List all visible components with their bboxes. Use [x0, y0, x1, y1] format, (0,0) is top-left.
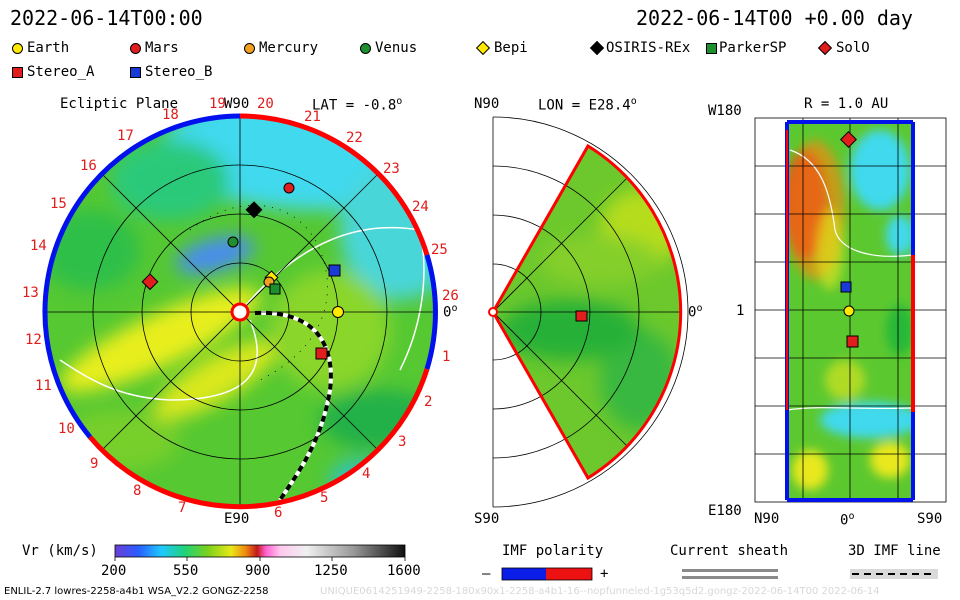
- colorbar-tick: 200: [101, 563, 127, 579]
- legend-osiris-rex: OSIRIS-REx: [589, 40, 690, 56]
- ecliptic-velocity-field: [44, 116, 436, 508]
- sphere-map: [754, 117, 947, 503]
- carrington-label: 9: [90, 456, 99, 472]
- colorbar-tick: 900: [245, 563, 271, 579]
- sphere-stereo-a-marker: [846, 335, 859, 348]
- sphere-one-label: 1: [736, 303, 745, 319]
- venus-marker: [227, 236, 239, 248]
- imf-line-label: 3D IMF line: [848, 543, 941, 559]
- carrington-label: 19: [209, 96, 226, 112]
- e90-label: E90: [224, 511, 250, 527]
- carrington-label: 10: [58, 421, 75, 437]
- colorbar-tick: 1250: [314, 563, 348, 579]
- footer-model-info: ENLIL-2.7 lowres-2258-a4b1 WSA_V2.2 GONG…: [4, 586, 269, 597]
- sphere-s90-label: S90: [917, 511, 943, 527]
- circle-icon: [244, 42, 255, 54]
- carrington-label: 26: [442, 288, 459, 304]
- n90-label: N90: [474, 96, 500, 112]
- square-icon: [706, 42, 717, 54]
- sun-icon: [230, 302, 250, 322]
- square-icon: [130, 66, 141, 78]
- stereo-b-marker: [328, 264, 341, 277]
- carrington-label: 13: [22, 285, 39, 301]
- carrington-label: 7: [178, 500, 187, 516]
- imf-minus-label: –: [482, 566, 491, 582]
- carrington-label: 21: [304, 109, 321, 125]
- sphere-stereo-b-marker: [840, 281, 852, 293]
- carrington-label: 6: [274, 505, 283, 521]
- circle-icon: [360, 42, 371, 54]
- carrington-label: 23: [383, 161, 400, 177]
- carrington-label: 5: [320, 490, 329, 506]
- carrington-label: 8: [133, 483, 142, 499]
- earth-marker: [332, 306, 344, 318]
- carrington-label: 4: [362, 466, 371, 482]
- zero-degree-label: 0o: [443, 303, 458, 321]
- carrington-label: 24: [412, 199, 429, 215]
- sphere-earth-marker: [843, 305, 855, 317]
- latitude-label: LAT = -0.8o: [312, 96, 403, 114]
- carrington-label: 14: [30, 238, 47, 254]
- mars-marker: [283, 182, 295, 194]
- sphere-n90-label: N90: [754, 511, 780, 527]
- imf-polarity-label: IMF polarity: [502, 543, 604, 559]
- timestamp-right: 2022-06-14T00 +0.00 day: [636, 6, 913, 30]
- carrington-label: 18: [162, 107, 179, 123]
- radius-label: R = 1.0 AU: [804, 96, 889, 112]
- legend-stereo-b: Stereo_B: [130, 64, 212, 80]
- e180-label: E180: [708, 503, 742, 519]
- sphere-zero-label: 0o: [840, 511, 855, 529]
- carrington-label: 16: [80, 158, 97, 174]
- current-sheath-swatch: [682, 569, 778, 572]
- carrington-label: 2: [424, 394, 433, 410]
- osiris-rex-marker: [245, 201, 263, 219]
- legend-mercury: Mercury: [244, 40, 318, 56]
- carrington-label: 25: [431, 242, 448, 258]
- carrington-label: 17: [117, 128, 134, 144]
- stereo-a-marker: [315, 347, 328, 360]
- imf-positive-swatch: [546, 568, 592, 580]
- carrington-label: 22: [346, 130, 363, 146]
- footer-run-id: UNIQUE0614251949-2258-180x90x1-2258-a4b1…: [320, 586, 880, 597]
- legend-earth: Earth: [12, 40, 69, 56]
- solo-marker: [141, 273, 159, 291]
- legend-bepi: Bepi: [475, 40, 528, 56]
- w90-label: W90: [224, 96, 250, 112]
- square-icon: [12, 66, 23, 78]
- w180-label: W180: [708, 103, 742, 119]
- carrington-label: 3: [398, 434, 407, 450]
- longitude-label: LON = E28.4o: [538, 96, 637, 114]
- legend-solo: SolO: [817, 40, 870, 56]
- timestamp-left: 2022-06-14T00:00: [10, 6, 203, 30]
- imf-negative-swatch: [502, 568, 546, 580]
- circle-icon: [12, 42, 23, 54]
- parkersp-marker: [269, 283, 281, 295]
- sphere-solo-marker: [840, 131, 857, 148]
- meridional-stereo-a-marker: [575, 310, 588, 322]
- imf-plus-label: +: [600, 566, 609, 582]
- meridional-plane: [488, 116, 689, 508]
- legend-stereo-a: Stereo_A: [12, 64, 94, 80]
- velocity-colorbar: [114, 544, 406, 558]
- s90-label: S90: [474, 511, 500, 527]
- meridional-zero-label: 0o: [688, 303, 703, 321]
- colorbar-label: Vr (km/s): [22, 543, 98, 559]
- colorbar-tick: 1600: [387, 563, 421, 579]
- carrington-label: 1: [442, 349, 451, 365]
- circle-icon: [130, 42, 141, 54]
- legend-mars: Mars: [130, 40, 179, 56]
- current-sheath-label: Current sheath: [670, 543, 789, 559]
- colorbar-tick: 550: [173, 563, 199, 579]
- ecliptic-title: Ecliptic Plane: [60, 96, 179, 112]
- legend-venus: Venus: [360, 40, 417, 56]
- carrington-label: 12: [25, 332, 42, 348]
- carrington-label: 20: [257, 96, 274, 112]
- carrington-label: 15: [50, 196, 67, 212]
- carrington-label: 11: [35, 378, 52, 394]
- legend-parkersp: ParkerSP: [706, 40, 786, 56]
